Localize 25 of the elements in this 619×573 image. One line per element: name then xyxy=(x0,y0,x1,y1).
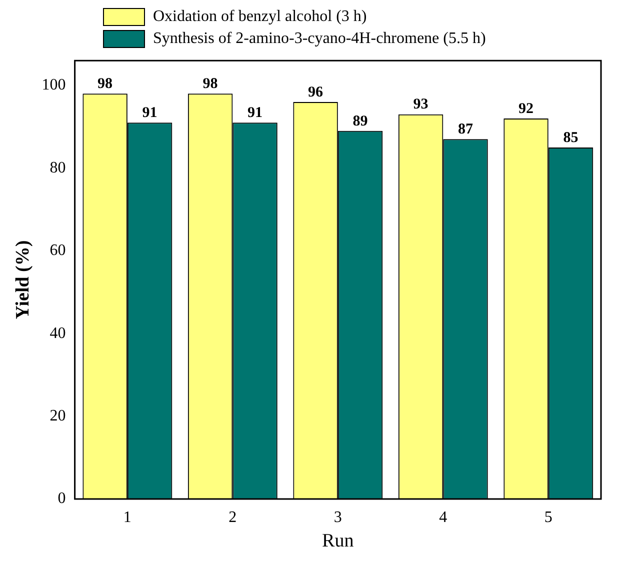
x-tick-label: 2 xyxy=(228,508,237,526)
data-label: 92 xyxy=(518,100,534,117)
data-label: 98 xyxy=(202,76,218,92)
data-label: 91 xyxy=(142,105,158,122)
data-label: 87 xyxy=(458,122,474,138)
data-label: 89 xyxy=(352,113,368,130)
data-label: 91 xyxy=(248,105,263,122)
legend-label: Oxidation of benzyl alcohol (3 h) xyxy=(153,8,367,26)
y-tick-label: 20 xyxy=(50,407,66,424)
y-tick-label: 100 xyxy=(42,76,66,94)
data-label: 85 xyxy=(563,130,578,146)
x-tick-label: 3 xyxy=(334,508,342,526)
x-tick-label: 4 xyxy=(439,508,448,526)
x-axis-title: Run xyxy=(322,530,354,552)
data-label: 96 xyxy=(308,84,324,100)
x-tick-label: 5 xyxy=(544,508,552,526)
y-tick-label: 0 xyxy=(58,490,66,508)
y-tick-label: 60 xyxy=(50,242,66,260)
data-label: 93 xyxy=(413,96,428,113)
y-axis-title: Yield (%) xyxy=(12,240,34,320)
y-tick-label: 80 xyxy=(50,159,66,176)
data-label: 98 xyxy=(98,76,113,92)
y-tick-label: 40 xyxy=(50,324,66,342)
x-tick-label: 1 xyxy=(123,508,132,526)
legend-label: Synthesis of 2-amino-3-cyano-4H-chromene (5.5 h) xyxy=(153,30,486,48)
